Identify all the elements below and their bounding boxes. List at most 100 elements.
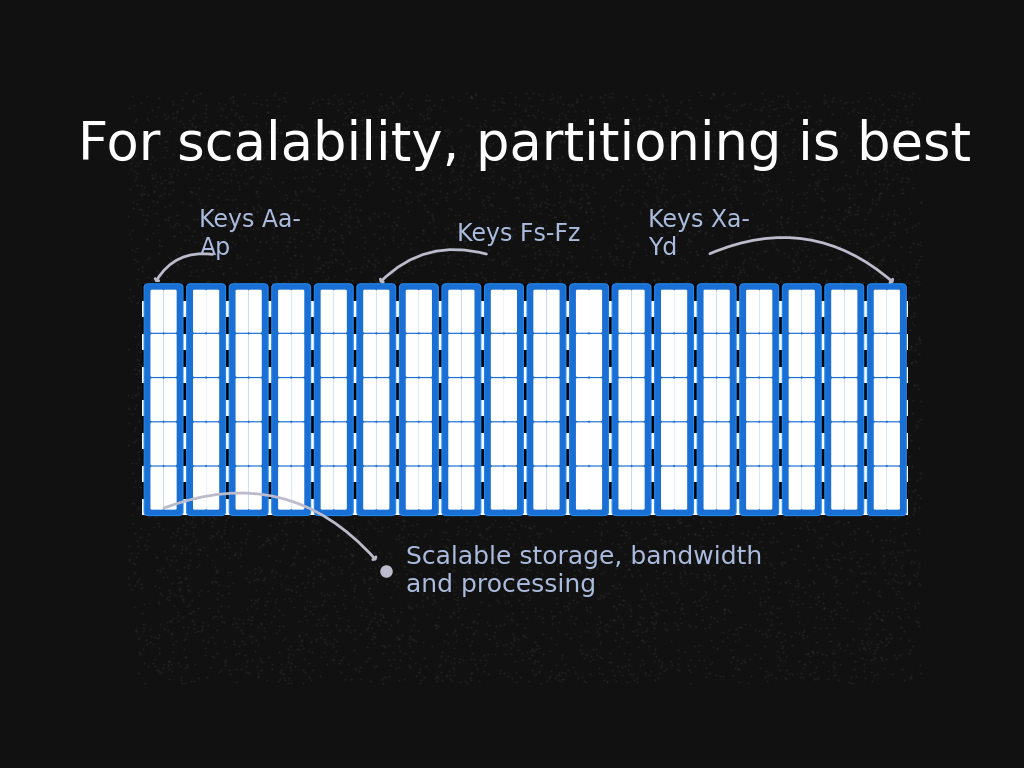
Point bbox=[760, 583, 776, 595]
Point bbox=[721, 624, 737, 636]
Point bbox=[663, 494, 679, 506]
Point bbox=[148, 389, 165, 401]
Point bbox=[810, 420, 826, 432]
Point bbox=[227, 168, 244, 180]
Point bbox=[174, 543, 190, 555]
Point bbox=[266, 610, 283, 622]
Point bbox=[657, 109, 674, 121]
Point bbox=[787, 303, 804, 315]
Point bbox=[769, 508, 785, 521]
Point bbox=[811, 595, 827, 607]
Point bbox=[265, 400, 282, 412]
Point bbox=[645, 617, 662, 630]
Point bbox=[127, 567, 143, 579]
Point bbox=[506, 631, 522, 644]
Point bbox=[737, 535, 754, 548]
Point bbox=[268, 554, 285, 566]
Point bbox=[212, 160, 228, 172]
Point bbox=[885, 573, 901, 585]
Point bbox=[298, 347, 314, 359]
Point bbox=[453, 152, 469, 164]
Point bbox=[362, 540, 379, 552]
Point bbox=[839, 468, 855, 481]
Point bbox=[353, 132, 370, 144]
Point bbox=[627, 422, 643, 434]
Point bbox=[337, 404, 353, 416]
Point bbox=[777, 425, 794, 438]
Point bbox=[877, 158, 893, 170]
Point bbox=[346, 333, 362, 346]
Point bbox=[156, 151, 172, 164]
Point bbox=[858, 356, 874, 368]
Point bbox=[479, 435, 496, 447]
Point bbox=[340, 366, 356, 378]
Point bbox=[238, 571, 254, 584]
Point bbox=[722, 571, 738, 584]
Point bbox=[349, 216, 366, 228]
Point bbox=[686, 528, 702, 540]
Point bbox=[195, 488, 211, 501]
Point bbox=[506, 164, 522, 177]
Point bbox=[802, 601, 818, 613]
Point bbox=[168, 111, 184, 123]
Point bbox=[261, 502, 278, 515]
Point bbox=[668, 482, 684, 495]
Point bbox=[645, 273, 662, 286]
Point bbox=[471, 458, 487, 470]
Point bbox=[578, 266, 594, 279]
Point bbox=[826, 669, 843, 681]
Point bbox=[421, 541, 437, 553]
Point bbox=[408, 481, 424, 493]
Point bbox=[264, 277, 281, 290]
Point bbox=[488, 417, 505, 429]
Point bbox=[211, 666, 227, 678]
Point bbox=[190, 182, 207, 194]
Point bbox=[664, 141, 680, 154]
Point bbox=[327, 253, 343, 265]
Point bbox=[714, 88, 730, 101]
Point bbox=[659, 518, 676, 531]
FancyBboxPatch shape bbox=[703, 334, 717, 377]
Point bbox=[614, 384, 631, 396]
Point bbox=[152, 520, 168, 532]
Point bbox=[402, 421, 419, 433]
Point bbox=[219, 177, 236, 190]
FancyBboxPatch shape bbox=[490, 467, 504, 510]
Point bbox=[581, 564, 597, 576]
Point bbox=[524, 664, 541, 677]
Point bbox=[289, 372, 305, 384]
Point bbox=[655, 507, 672, 519]
Point bbox=[301, 180, 317, 193]
Point bbox=[670, 272, 686, 284]
Point bbox=[328, 225, 344, 237]
Point bbox=[152, 587, 168, 599]
Point bbox=[911, 561, 928, 573]
Point bbox=[267, 87, 284, 99]
Point bbox=[626, 123, 642, 135]
Point bbox=[451, 462, 467, 474]
Point bbox=[398, 161, 415, 174]
Point bbox=[523, 128, 540, 141]
FancyBboxPatch shape bbox=[802, 422, 815, 465]
Point bbox=[886, 306, 902, 318]
Point bbox=[819, 174, 836, 186]
Point bbox=[422, 164, 438, 177]
Point bbox=[475, 199, 492, 211]
Point bbox=[359, 552, 376, 564]
Point bbox=[569, 402, 586, 415]
Point bbox=[220, 214, 237, 226]
Point bbox=[865, 329, 882, 341]
Point bbox=[864, 492, 881, 505]
FancyBboxPatch shape bbox=[632, 290, 645, 333]
Point bbox=[378, 253, 394, 266]
Point bbox=[872, 534, 889, 546]
Point bbox=[566, 667, 583, 679]
Point bbox=[793, 106, 809, 118]
Point bbox=[171, 114, 187, 127]
Point bbox=[827, 329, 844, 341]
Point bbox=[701, 416, 718, 429]
Point bbox=[690, 654, 707, 667]
Point bbox=[888, 349, 904, 361]
Point bbox=[472, 298, 488, 310]
Point bbox=[315, 573, 332, 585]
